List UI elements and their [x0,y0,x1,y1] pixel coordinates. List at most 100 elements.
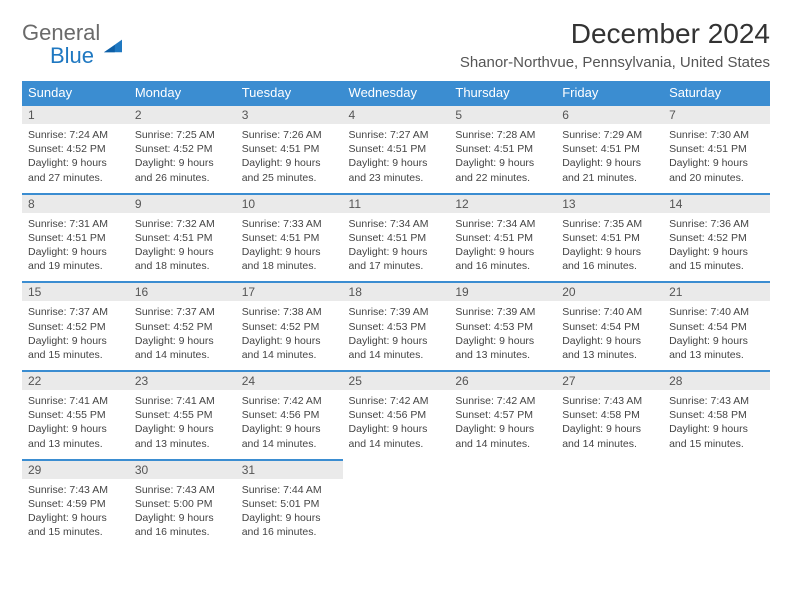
day-details: Sunrise: 7:42 AMSunset: 4:57 PMDaylight:… [449,390,556,459]
sunset-text: Sunset: 4:53 PM [455,320,550,334]
daylight-text-1: Daylight: 9 hours [669,245,764,259]
sunset-text: Sunset: 4:59 PM [28,497,123,511]
logo-text-blue: Blue [50,43,94,68]
daylight-text-1: Daylight: 9 hours [562,156,657,170]
sunset-text: Sunset: 4:56 PM [349,408,444,422]
sunrise-text: Sunrise: 7:39 AM [455,305,550,319]
sunset-text: Sunset: 4:55 PM [28,408,123,422]
daylight-text-1: Daylight: 9 hours [349,334,444,348]
day-details: Sunrise: 7:43 AMSunset: 4:58 PMDaylight:… [663,390,770,459]
sunset-text: Sunset: 4:51 PM [455,142,550,156]
sunset-text: Sunset: 5:01 PM [242,497,337,511]
sunset-text: Sunset: 4:57 PM [455,408,550,422]
day-number: 24 [236,372,343,390]
day-number: 17 [236,283,343,301]
calendar-table: Sunday Monday Tuesday Wednesday Thursday… [22,81,770,548]
day-header: Sunday [22,81,129,105]
day-number: 2 [129,106,236,124]
day-header: Saturday [663,81,770,105]
day-details: Sunrise: 7:40 AMSunset: 4:54 PMDaylight:… [663,301,770,370]
daylight-text-1: Daylight: 9 hours [135,422,230,436]
day-cell: 19Sunrise: 7:39 AMSunset: 4:53 PMDayligh… [449,282,556,371]
day-number: 10 [236,195,343,213]
day-details: Sunrise: 7:41 AMSunset: 4:55 PMDaylight:… [22,390,129,459]
day-cell: 18Sunrise: 7:39 AMSunset: 4:53 PMDayligh… [343,282,450,371]
day-cell: 21Sunrise: 7:40 AMSunset: 4:54 PMDayligh… [663,282,770,371]
daylight-text-1: Daylight: 9 hours [28,245,123,259]
day-cell: 29Sunrise: 7:43 AMSunset: 4:59 PMDayligh… [22,460,129,548]
sunrise-text: Sunrise: 7:34 AM [455,217,550,231]
day-number: 23 [129,372,236,390]
sunrise-text: Sunrise: 7:36 AM [669,217,764,231]
day-cell: 20Sunrise: 7:40 AMSunset: 4:54 PMDayligh… [556,282,663,371]
daylight-text-1: Daylight: 9 hours [562,245,657,259]
daylight-text-2: and 16 minutes. [455,259,550,273]
header: General Blue December 2024 Shanor-Northv… [22,18,770,71]
daylight-text-1: Daylight: 9 hours [669,334,764,348]
daylight-text-2: and 25 minutes. [242,171,337,185]
sunset-text: Sunset: 4:52 PM [669,231,764,245]
sunrise-text: Sunrise: 7:44 AM [242,483,337,497]
daylight-text-2: and 16 minutes. [562,259,657,273]
sunset-text: Sunset: 4:51 PM [349,231,444,245]
day-cell: 4Sunrise: 7:27 AMSunset: 4:51 PMDaylight… [343,105,450,194]
week-row: 22Sunrise: 7:41 AMSunset: 4:55 PMDayligh… [22,371,770,460]
sunrise-text: Sunrise: 7:39 AM [349,305,444,319]
sunrise-text: Sunrise: 7:43 AM [669,394,764,408]
daylight-text-2: and 16 minutes. [242,525,337,539]
daylight-text-1: Daylight: 9 hours [242,334,337,348]
sunrise-text: Sunrise: 7:31 AM [28,217,123,231]
sunset-text: Sunset: 4:51 PM [349,142,444,156]
day-cell: 16Sunrise: 7:37 AMSunset: 4:52 PMDayligh… [129,282,236,371]
day-number: 7 [663,106,770,124]
logo-text-general: General [22,20,100,45]
day-number: 11 [343,195,450,213]
day-details: Sunrise: 7:39 AMSunset: 4:53 PMDaylight:… [343,301,450,370]
day-details: Sunrise: 7:32 AMSunset: 4:51 PMDaylight:… [129,213,236,282]
day-number: 28 [663,372,770,390]
day-details: Sunrise: 7:44 AMSunset: 5:01 PMDaylight:… [236,479,343,548]
month-title: December 2024 [460,18,770,50]
day-details: Sunrise: 7:36 AMSunset: 4:52 PMDaylight:… [663,213,770,282]
daylight-text-1: Daylight: 9 hours [242,156,337,170]
day-header: Tuesday [236,81,343,105]
week-row: 15Sunrise: 7:37 AMSunset: 4:52 PMDayligh… [22,282,770,371]
calendar-page: General Blue December 2024 Shanor-Northv… [0,0,792,566]
daylight-text-1: Daylight: 9 hours [28,511,123,525]
sunset-text: Sunset: 4:52 PM [242,320,337,334]
daylight-text-2: and 13 minutes. [135,437,230,451]
day-cell: 5Sunrise: 7:28 AMSunset: 4:51 PMDaylight… [449,105,556,194]
day-number: 29 [22,461,129,479]
day-header: Wednesday [343,81,450,105]
sunrise-text: Sunrise: 7:40 AM [562,305,657,319]
day-details: Sunrise: 7:29 AMSunset: 4:51 PMDaylight:… [556,124,663,193]
day-number: 27 [556,372,663,390]
sunset-text: Sunset: 4:51 PM [562,142,657,156]
day-number: 5 [449,106,556,124]
day-number: 6 [556,106,663,124]
day-number: 13 [556,195,663,213]
daylight-text-1: Daylight: 9 hours [349,422,444,436]
day-cell: 13Sunrise: 7:35 AMSunset: 4:51 PMDayligh… [556,194,663,283]
sunrise-text: Sunrise: 7:34 AM [349,217,444,231]
day-header: Thursday [449,81,556,105]
day-number: 3 [236,106,343,124]
daylight-text-2: and 14 minutes. [242,437,337,451]
daylight-text-2: and 18 minutes. [135,259,230,273]
daylight-text-2: and 14 minutes. [242,348,337,362]
day-cell: 23Sunrise: 7:41 AMSunset: 4:55 PMDayligh… [129,371,236,460]
day-details: Sunrise: 7:38 AMSunset: 4:52 PMDaylight:… [236,301,343,370]
day-details: Sunrise: 7:24 AMSunset: 4:52 PMDaylight:… [22,124,129,193]
daylight-text-2: and 13 minutes. [669,348,764,362]
daylight-text-2: and 14 minutes. [349,348,444,362]
day-number: 22 [22,372,129,390]
daylight-text-2: and 13 minutes. [455,348,550,362]
day-cell: 7Sunrise: 7:30 AMSunset: 4:51 PMDaylight… [663,105,770,194]
sunset-text: Sunset: 4:54 PM [562,320,657,334]
sunset-text: Sunset: 4:51 PM [135,231,230,245]
sunset-text: Sunset: 4:53 PM [349,320,444,334]
daylight-text-2: and 14 minutes. [455,437,550,451]
sunrise-text: Sunrise: 7:43 AM [562,394,657,408]
sunset-text: Sunset: 5:00 PM [135,497,230,511]
day-number: 15 [22,283,129,301]
